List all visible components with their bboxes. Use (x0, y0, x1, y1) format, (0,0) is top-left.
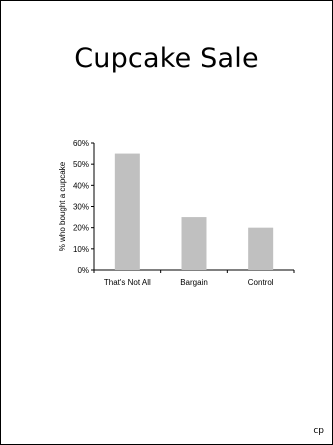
bar (114, 153, 140, 270)
chart-bars (114, 153, 274, 270)
x-category-label: Bargain (180, 278, 208, 287)
slide-title: Cupcake Sale (74, 43, 259, 74)
footer-mark: cp (313, 426, 324, 436)
y-tick-label: 50% (73, 160, 89, 169)
y-tick-label: 10% (73, 245, 89, 254)
chart-labels: 0% 10% 20% 30% 40% 50% 60% That's Not All Bargai… (58, 139, 274, 287)
y-tick-label: 60% (73, 139, 89, 148)
y-tick-label: 40% (73, 181, 89, 190)
bar (181, 217, 207, 270)
x-category-label: Control (248, 278, 274, 287)
y-tick-label: 20% (73, 224, 89, 233)
bar (248, 227, 274, 270)
y-tick-label: 30% (73, 203, 89, 212)
x-category-label: That's Not All (104, 278, 151, 287)
y-tick-label: 0% (77, 266, 89, 275)
y-axis-title: % who bought a cupcake (58, 161, 67, 251)
